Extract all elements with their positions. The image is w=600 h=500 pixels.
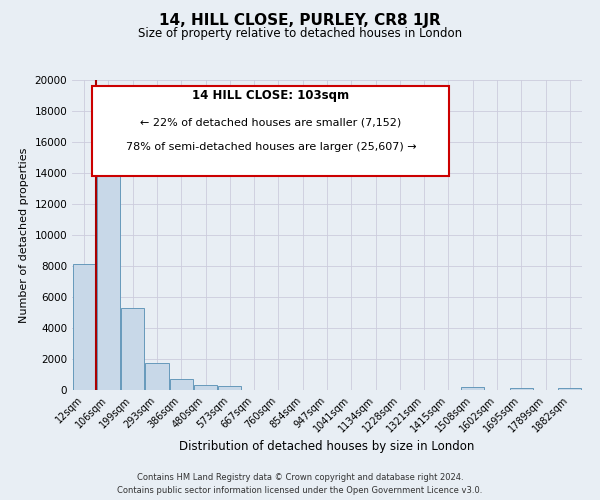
Bar	[559, 388, 581, 390]
Bar	[461, 387, 484, 390]
Text: Contains public sector information licensed under the Open Government Licence v3: Contains public sector information licen…	[118, 486, 482, 495]
Text: 78% of semi-detached houses are larger (25,607) →: 78% of semi-detached houses are larger (…	[125, 142, 416, 152]
Text: 14 HILL CLOSE: 103sqm: 14 HILL CLOSE: 103sqm	[193, 90, 349, 102]
Bar	[145, 363, 169, 390]
Bar	[170, 379, 193, 390]
Bar	[121, 308, 144, 390]
Bar	[97, 132, 120, 390]
Y-axis label: Number of detached properties: Number of detached properties	[19, 148, 29, 322]
Bar	[73, 264, 95, 390]
Bar	[218, 386, 241, 390]
Text: 14, HILL CLOSE, PURLEY, CR8 1JR: 14, HILL CLOSE, PURLEY, CR8 1JR	[159, 12, 441, 28]
Bar	[194, 386, 217, 390]
X-axis label: Distribution of detached houses by size in London: Distribution of detached houses by size …	[179, 440, 475, 452]
Text: ← 22% of detached houses are smaller (7,152): ← 22% of detached houses are smaller (7,…	[140, 117, 401, 127]
Bar	[510, 388, 533, 390]
FancyBboxPatch shape	[92, 86, 449, 176]
Text: Contains HM Land Registry data © Crown copyright and database right 2024.: Contains HM Land Registry data © Crown c…	[137, 472, 463, 482]
Text: Size of property relative to detached houses in London: Size of property relative to detached ho…	[138, 28, 462, 40]
